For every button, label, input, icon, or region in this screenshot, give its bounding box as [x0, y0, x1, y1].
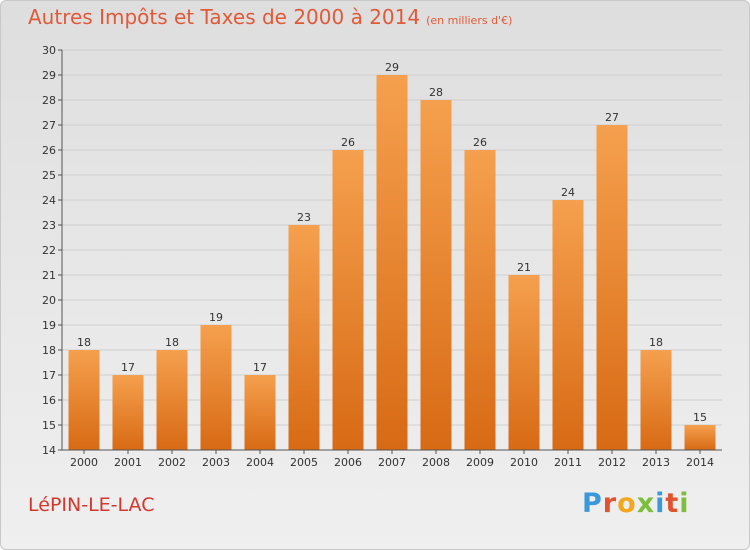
- axes: 14 15 16 17 18 19 20 21 22 23 24 25 26 27 28 29 30 2000 20…: [42, 44, 722, 469]
- bar: [376, 75, 408, 450]
- logo-letter: i: [679, 488, 690, 519]
- data-label: 21: [517, 261, 531, 274]
- logo-letter: r: [602, 488, 618, 519]
- bar: [288, 225, 320, 450]
- logo-letter: o: [617, 488, 637, 519]
- y-tick-label: 19: [42, 319, 56, 332]
- y-tick-label: 22: [42, 244, 56, 257]
- data-label: 18: [77, 336, 91, 349]
- logo-letter: x: [636, 488, 656, 519]
- y-tick-label: 23: [42, 219, 56, 232]
- y-tick-label: 15: [42, 419, 56, 432]
- x-tick-label: 2002: [158, 456, 186, 469]
- logo-letter: i: [655, 488, 666, 519]
- bar: [332, 150, 364, 450]
- y-tick-label: 30: [42, 44, 56, 57]
- y-tick-label: 17: [42, 369, 56, 382]
- y-tick-label: 26: [42, 144, 56, 157]
- y-tick-label: 21: [42, 269, 56, 282]
- commune-name: LéPIN-LE-LAC: [28, 494, 155, 516]
- y-tick-label: 29: [42, 69, 56, 82]
- data-label: 26: [341, 136, 355, 149]
- x-tick-label: 2011: [554, 456, 582, 469]
- chart-title-text: Autres Impôts et Taxes de 2000 à 2014: [28, 5, 421, 29]
- x-tick-label: 2006: [334, 456, 362, 469]
- proxiti-logo: Proxiti: [582, 488, 690, 519]
- x-tick-label: 2012: [598, 456, 626, 469]
- data-label: 17: [121, 361, 135, 374]
- x-tick-label: 2010: [510, 456, 538, 469]
- chart-unit: (en milliers d'€): [426, 14, 513, 27]
- bar: [420, 100, 452, 450]
- logo-letter: P: [582, 488, 603, 519]
- data-label: 26: [473, 136, 487, 149]
- bar: [552, 200, 584, 450]
- y-tick-label: 24: [42, 194, 56, 207]
- data-label: 15: [693, 411, 707, 424]
- bar: [684, 425, 716, 450]
- data-label: 27: [605, 111, 619, 124]
- y-tick-label: 20: [42, 294, 56, 307]
- x-tick-label: 2005: [290, 456, 318, 469]
- x-tick-label: 2014: [686, 456, 714, 469]
- data-label: 19: [209, 311, 223, 324]
- logo-letter: t: [665, 488, 680, 519]
- bar: [464, 150, 496, 450]
- data-label: 29: [385, 61, 399, 74]
- y-tick-label: 25: [42, 169, 56, 182]
- x-tick-label: 2007: [378, 456, 406, 469]
- y-tick-label: 28: [42, 94, 56, 107]
- data-label: 17: [253, 361, 267, 374]
- bar: [244, 375, 276, 450]
- data-label: 18: [165, 336, 179, 349]
- x-tick-label: 2003: [202, 456, 230, 469]
- y-tick-label: 14: [42, 444, 56, 457]
- y-tick-label: 18: [42, 344, 56, 357]
- x-tick-label: 2000: [70, 456, 98, 469]
- bars: 18 17 18 19 17 23 26 29 28 26 21 24 27 18 15: [68, 61, 716, 450]
- bar: [156, 350, 188, 450]
- bar: [508, 275, 540, 450]
- bar: [200, 325, 232, 450]
- data-label: 28: [429, 86, 443, 99]
- bar: [112, 375, 144, 450]
- bar: [596, 125, 628, 450]
- data-label: 24: [561, 186, 575, 199]
- x-tick-label: 2008: [422, 456, 450, 469]
- bar: [640, 350, 672, 450]
- y-tick-label: 16: [42, 394, 56, 407]
- y-tick-label: 27: [42, 119, 56, 132]
- chart-title: Autres Impôts et Taxes de 2000 à 2014 (en…: [28, 5, 512, 29]
- x-tick-label: 2013: [642, 456, 670, 469]
- bar: [68, 350, 100, 450]
- data-label: 18: [649, 336, 663, 349]
- x-tick-label: 2001: [114, 456, 142, 469]
- x-tick-label: 2009: [466, 456, 494, 469]
- x-tick-label: 2004: [246, 456, 274, 469]
- data-label: 23: [297, 211, 311, 224]
